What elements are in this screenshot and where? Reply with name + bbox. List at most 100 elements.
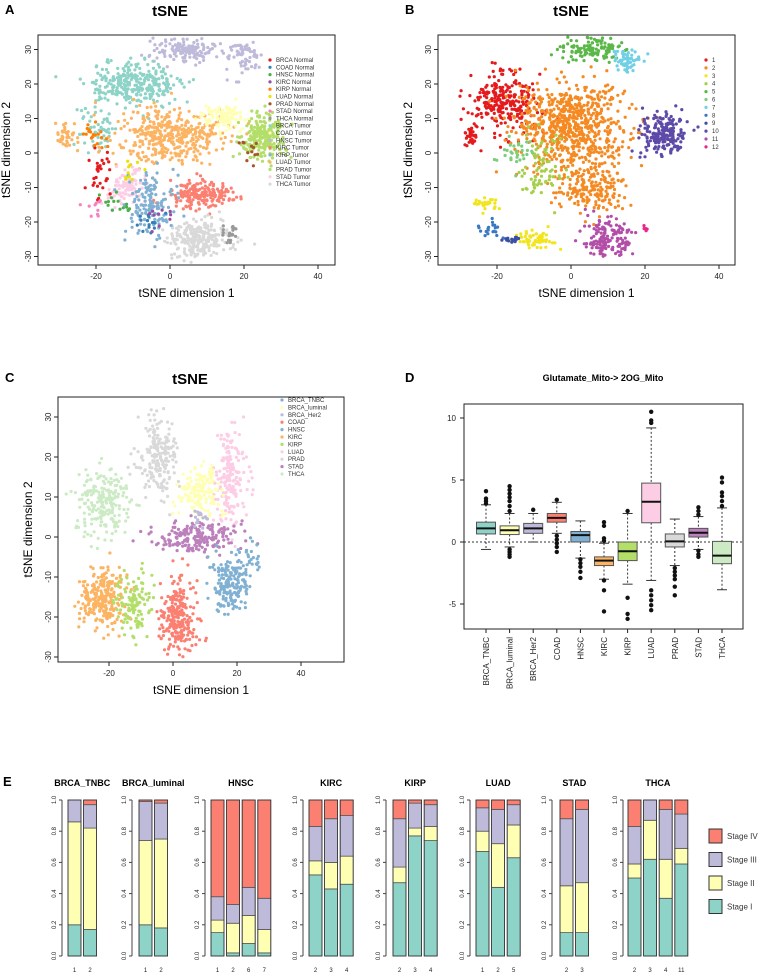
scatter-point xyxy=(601,116,605,121)
scatter-point xyxy=(145,173,149,177)
scatter-point xyxy=(159,419,163,423)
scatter-point xyxy=(206,213,210,217)
scatter-point xyxy=(566,35,570,39)
scatter-point xyxy=(125,205,129,209)
scatter-point xyxy=(96,536,100,541)
scatter-point xyxy=(213,44,217,48)
panel-label-b: B xyxy=(405,2,414,17)
scatter-point xyxy=(181,237,185,241)
x-tick-label: 40 xyxy=(715,272,724,281)
legend-swatch xyxy=(268,182,272,186)
scatter-point xyxy=(524,95,528,99)
x-tick-label: 0 xyxy=(168,272,173,281)
scatter-point xyxy=(190,136,194,140)
scatter-point xyxy=(172,57,176,62)
scatter-point xyxy=(71,133,75,137)
scatter-point xyxy=(99,141,103,145)
legend-label: LUAD Normal xyxy=(276,95,313,101)
scatter-point xyxy=(263,104,267,108)
scatter-point xyxy=(200,198,204,203)
scatter-point xyxy=(237,483,241,487)
scatter-point xyxy=(209,228,213,232)
scatter-point xyxy=(218,42,222,46)
scatter-point xyxy=(167,432,171,436)
scatter-point xyxy=(81,132,86,136)
scatter-point xyxy=(239,489,243,493)
scatter-point xyxy=(159,150,163,155)
scatter-point xyxy=(163,129,167,133)
scatter-point xyxy=(183,190,187,194)
scatter-point xyxy=(77,498,81,502)
scatter-point xyxy=(153,217,157,221)
scatter-point xyxy=(552,154,556,158)
scatter-point xyxy=(593,58,597,62)
scatter-point xyxy=(103,96,107,100)
scatter-point xyxy=(531,88,535,92)
scatter-point xyxy=(606,132,610,136)
scatter-point xyxy=(633,50,637,54)
scatter-point xyxy=(202,234,206,238)
scatter-point xyxy=(152,226,156,230)
scatter-point xyxy=(610,55,614,59)
scatter-point xyxy=(117,187,121,191)
scatter-point xyxy=(161,123,165,127)
scatter-point xyxy=(240,45,244,49)
scatter-point xyxy=(584,141,588,145)
scatter-point xyxy=(119,202,123,206)
scatter-point xyxy=(134,104,138,108)
scatter-point xyxy=(504,107,509,111)
chart-title-b: tSNE xyxy=(553,3,589,20)
scatter-point xyxy=(153,455,157,459)
scatter-point xyxy=(126,65,130,69)
scatter-point xyxy=(195,51,199,55)
scatter-point xyxy=(157,109,161,113)
scatter-point xyxy=(215,507,220,511)
scatter-point xyxy=(210,489,214,493)
scatter-point xyxy=(660,122,664,126)
scatter-point xyxy=(572,111,576,115)
legend-label: 4 xyxy=(712,82,716,88)
scatter-point xyxy=(98,199,102,203)
scatter-point xyxy=(586,213,590,218)
scatter-point xyxy=(123,106,127,110)
scatter-point xyxy=(123,95,127,99)
scatter-point xyxy=(596,172,600,176)
scatter-point xyxy=(626,243,630,247)
scatter-point xyxy=(167,427,171,431)
scatter-point xyxy=(537,122,541,127)
scatter-point xyxy=(153,178,157,182)
scatter-point xyxy=(201,136,205,140)
scatter-point xyxy=(252,129,256,133)
scatter-point xyxy=(226,501,230,505)
scatter-point xyxy=(206,108,210,112)
scatter-point xyxy=(230,48,234,52)
scatter-point xyxy=(135,195,139,199)
scatter-point xyxy=(613,205,617,209)
scatter-point xyxy=(127,96,131,101)
scatter-point xyxy=(161,228,165,232)
scatter-point xyxy=(272,123,276,127)
scatter-point xyxy=(522,171,527,175)
scatter-point xyxy=(218,133,222,137)
scatter-point xyxy=(204,122,208,126)
scatter-point xyxy=(482,204,486,208)
scatter-point xyxy=(135,160,140,164)
scatter-point xyxy=(109,538,113,543)
scatter-point xyxy=(122,491,126,495)
scatter-point xyxy=(224,509,228,513)
scatter-point xyxy=(151,475,155,479)
scatter-point xyxy=(540,238,544,242)
scatter-point xyxy=(100,67,104,71)
scatter-point xyxy=(665,112,669,116)
scatter-point xyxy=(621,228,625,232)
scatter-point xyxy=(92,530,96,534)
scatter-point xyxy=(141,458,145,462)
legend-swatch xyxy=(268,102,272,106)
scatter-point xyxy=(173,504,177,508)
scatter-point xyxy=(152,443,156,447)
scatter-point xyxy=(170,422,174,426)
scatter-point xyxy=(547,95,551,100)
scatter-point xyxy=(525,140,529,144)
scatter-point xyxy=(566,175,570,179)
scatter-point xyxy=(193,154,197,158)
